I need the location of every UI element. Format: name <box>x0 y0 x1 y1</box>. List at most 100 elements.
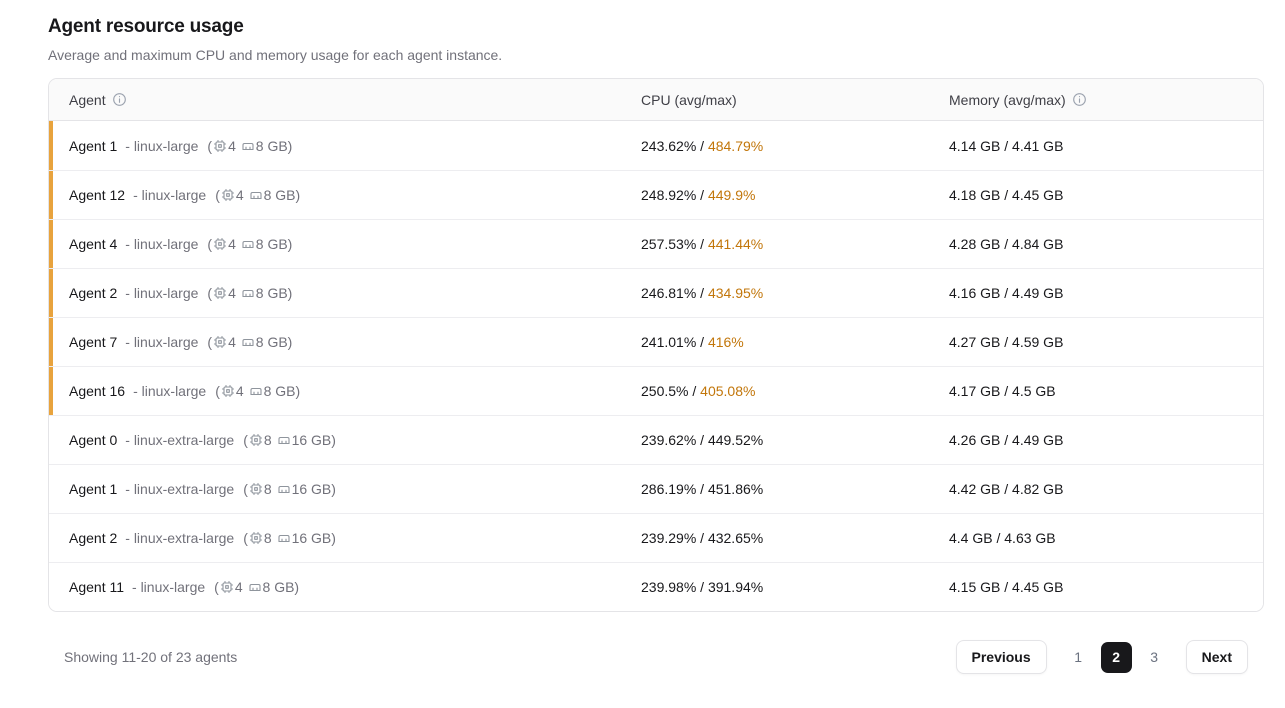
table-row: Agent 0 - linux-extra-large (8 16 GB) 23… <box>49 415 1263 464</box>
agent-name: Agent 1 <box>69 481 118 497</box>
ram-amount: 16 GB <box>291 432 332 448</box>
cpu-count: 8 <box>263 432 272 448</box>
cpu-max-value: 405.08% <box>700 383 756 399</box>
showing-count-text: Showing 11-20 of 23 agents <box>64 649 238 665</box>
cpu-max-value: 434.95% <box>707 285 764 301</box>
agent-specs: (4 8 GB) <box>215 383 301 399</box>
agent-specs: (4 8 GB) <box>215 187 301 203</box>
agent-type-label: - linux-large <box>125 334 199 350</box>
ram-amount: 16 GB <box>291 530 332 546</box>
memory-max-value: 4.82 GB <box>1012 481 1064 497</box>
agent-name: Agent 0 <box>69 432 118 448</box>
cpu-max-value: 441.44% <box>707 236 764 252</box>
table-footer: Showing 11-20 of 23 agents Previous 1 2 … <box>48 640 1264 674</box>
agent-specs: (8 16 GB) <box>243 432 336 448</box>
info-icon[interactable] <box>112 92 127 107</box>
table-row: Agent 12 - linux-large (4 8 GB) 248.92% … <box>49 170 1263 219</box>
agent-cell: Agent 2 - linux-extra-large (8 16 GB) <box>69 530 641 546</box>
cpu-chip-icon <box>212 286 228 300</box>
memory-stick-icon <box>240 335 256 349</box>
agent-type-label: - linux-extra-large <box>125 481 235 497</box>
memory-stick-icon <box>276 531 292 545</box>
memory-stick-icon <box>248 188 264 202</box>
cpu-usage-cell: 243.62% / 484.79% <box>641 137 764 154</box>
page-numbers: 1 2 3 <box>1063 641 1170 673</box>
memory-avg-value: 4.17 GB <box>949 383 1001 399</box>
memory-stick-icon <box>240 286 256 300</box>
info-icon[interactable] <box>1072 92 1087 107</box>
memory-usage-cell: 4.14 GB / 4.41 GB <box>949 137 1064 154</box>
memory-stick-icon <box>276 482 292 496</box>
agent-name: Agent 7 <box>69 334 118 350</box>
page-number-button[interactable]: 3 <box>1139 642 1170 673</box>
memory-avg-value: 4.16 GB <box>949 285 1001 301</box>
table-row: Agent 1 - linux-extra-large (8 16 GB) 28… <box>49 464 1263 513</box>
cpu-avg-value: 241.01% <box>641 334 697 350</box>
agent-specs: (4 8 GB) <box>207 285 293 301</box>
agent-name: Agent 12 <box>69 187 126 203</box>
memory-usage-cell: 4.28 GB / 4.84 GB <box>949 236 1064 252</box>
agent-type-label: - linux-extra-large <box>125 432 235 448</box>
agent-cell: Agent 2 - linux-large (4 8 GB) <box>69 285 641 301</box>
cpu-avg-value: 239.29% <box>641 530 697 546</box>
cpu-chip-icon <box>220 384 236 398</box>
cpu-usage-cell: 239.98% / 391.94% <box>641 579 764 595</box>
previous-page-button[interactable]: Previous <box>955 640 1047 674</box>
column-header-memory: Memory (avg/max) <box>949 92 1263 108</box>
table-row: Agent 2 - linux-extra-large (8 16 GB) 23… <box>49 513 1263 562</box>
agent-name: Agent 1 <box>69 137 118 154</box>
ram-amount: 8 GB <box>255 285 288 301</box>
cpu-avg-value: 257.53% <box>641 236 697 252</box>
memory-max-value: 4.41 GB <box>1012 137 1064 154</box>
memory-avg-value: 4.14 GB <box>949 137 1001 154</box>
cpu-usage-cell: 248.92% / 449.9% <box>641 187 756 203</box>
page-title: Agent resource usage <box>48 16 244 37</box>
cpu-avg-value: 239.98% <box>641 579 697 595</box>
agent-name: Agent 2 <box>69 285 118 301</box>
cpu-chip-icon <box>220 188 236 202</box>
agent-usage-table: Agent CPU (avg/max) Memory (avg/max) <box>48 78 1264 612</box>
cpu-max-value: 449.52% <box>707 432 764 448</box>
ram-amount: 8 GB <box>255 236 288 252</box>
memory-avg-value: 4.15 GB <box>949 579 1001 595</box>
memory-usage-cell: 4.16 GB / 4.49 GB <box>949 285 1064 301</box>
cpu-usage-cell: 246.81% / 434.95% <box>641 285 764 301</box>
cpu-count: 4 <box>228 236 236 252</box>
agent-specs: (4 8 GB) <box>207 236 293 252</box>
agent-name: Agent 11 <box>69 579 125 595</box>
memory-usage-cell: 4.4 GB / 4.63 GB <box>949 530 1056 546</box>
cpu-max-value: 451.86% <box>707 481 764 497</box>
table-header-row: Agent CPU (avg/max) Memory (avg/max) <box>49 79 1263 121</box>
cpu-count: 8 <box>263 530 272 546</box>
next-page-button[interactable]: Next <box>1185 640 1248 674</box>
memory-max-value: 4.5 GB <box>1012 383 1056 399</box>
agent-specs: (4 8 GB) <box>207 334 293 350</box>
memory-usage-cell: 4.27 GB / 4.59 GB <box>949 334 1064 350</box>
table-row: Agent 2 - linux-large (4 8 GB) 246.81% /… <box>49 268 1263 317</box>
page-subtitle: Average and maximum CPU and memory usage… <box>48 47 503 63</box>
agent-type-label: - linux-large <box>125 236 199 252</box>
memory-avg-value: 4.28 GB <box>949 236 1001 252</box>
agent-specs: (4 8 GB) <box>214 579 300 595</box>
memory-avg-value: 4.4 GB <box>949 530 993 546</box>
memory-max-value: 4.45 GB <box>1012 579 1064 595</box>
cpu-usage-cell: 286.19% / 451.86% <box>641 481 764 497</box>
page-number-button[interactable]: 1 <box>1063 642 1094 673</box>
agent-type-label: - linux-large <box>133 383 207 399</box>
cpu-max-value: 432.65% <box>707 530 764 546</box>
agent-cell: Agent 1 - linux-large (4 8 GB) <box>69 138 641 154</box>
agent-specs: (4 8 GB) <box>207 137 293 154</box>
ram-amount: 8 GB <box>255 137 288 154</box>
agent-cell: Agent 0 - linux-extra-large (8 16 GB) <box>69 432 641 448</box>
memory-max-value: 4.45 GB <box>1012 187 1064 203</box>
cpu-avg-value: 286.19% <box>641 481 697 497</box>
memory-max-value: 4.84 GB <box>1012 236 1064 252</box>
agent-cell: Agent 7 - linux-large (4 8 GB) <box>69 334 641 350</box>
memory-stick-icon <box>240 139 256 153</box>
page-number-button[interactable]: 2 <box>1100 641 1132 673</box>
table-row: Agent 4 - linux-large (4 8 GB) 257.53% /… <box>49 219 1263 268</box>
table-row: Agent 11 - linux-large (4 8 GB) 239.98% … <box>49 562 1263 611</box>
agent-type-label: - linux-large <box>125 137 199 154</box>
cpu-max-value: 449.9% <box>707 187 756 203</box>
cpu-usage-cell: 239.62% / 449.52% <box>641 432 764 448</box>
